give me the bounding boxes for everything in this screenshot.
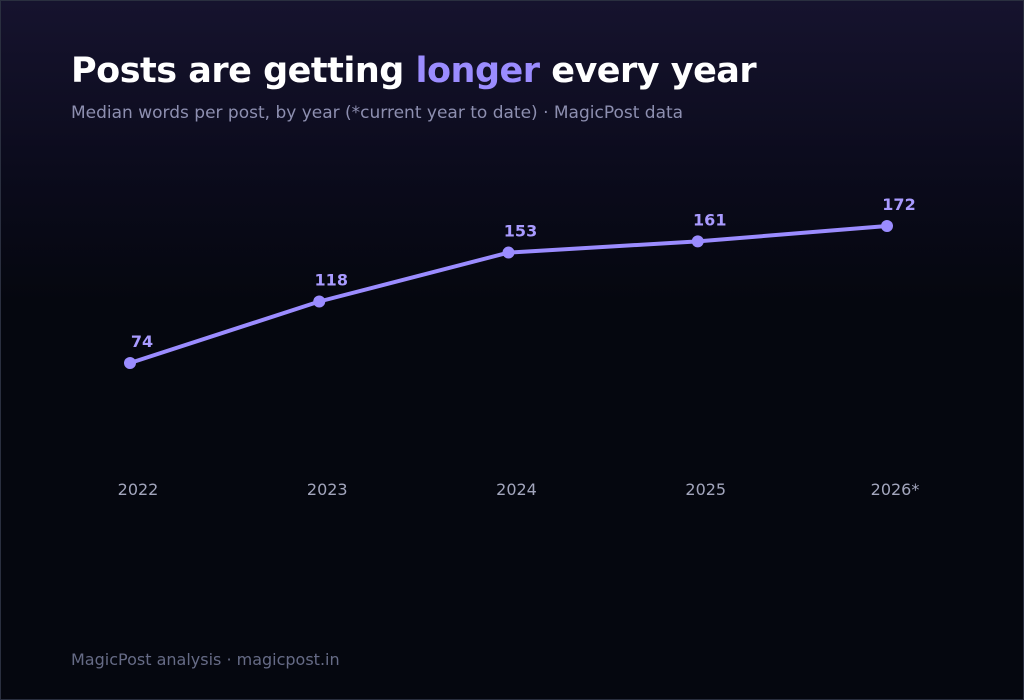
data-point [313,295,326,308]
x-tick-label: 2026* [871,480,920,499]
chart-subtitle: Median words per post, by year (*current… [71,103,684,123]
x-tick-label: 2022 [118,480,159,499]
data-label: 172 [882,195,915,214]
data-point [502,246,515,259]
x-tick-label: 2023 [307,480,348,499]
source-footer: MagicPost analysis · magicpost.in [71,650,340,669]
title-prefix: Posts are getting [71,51,416,91]
title-suffix: every year [539,51,757,91]
title-accent-word: longer [415,51,541,91]
x-tick-label: 2025 [685,480,726,499]
x-tick-label: 2024 [496,480,537,499]
data-point [691,235,704,248]
data-point [881,220,893,232]
chart-title: Posts are getting longer every year [71,51,757,91]
data-label: 161 [693,210,726,229]
series-line [128,224,889,365]
data-label: 153 [504,222,537,241]
data-point [124,357,136,369]
data-label: 118 [315,270,348,289]
data-label: 74 [131,332,153,351]
